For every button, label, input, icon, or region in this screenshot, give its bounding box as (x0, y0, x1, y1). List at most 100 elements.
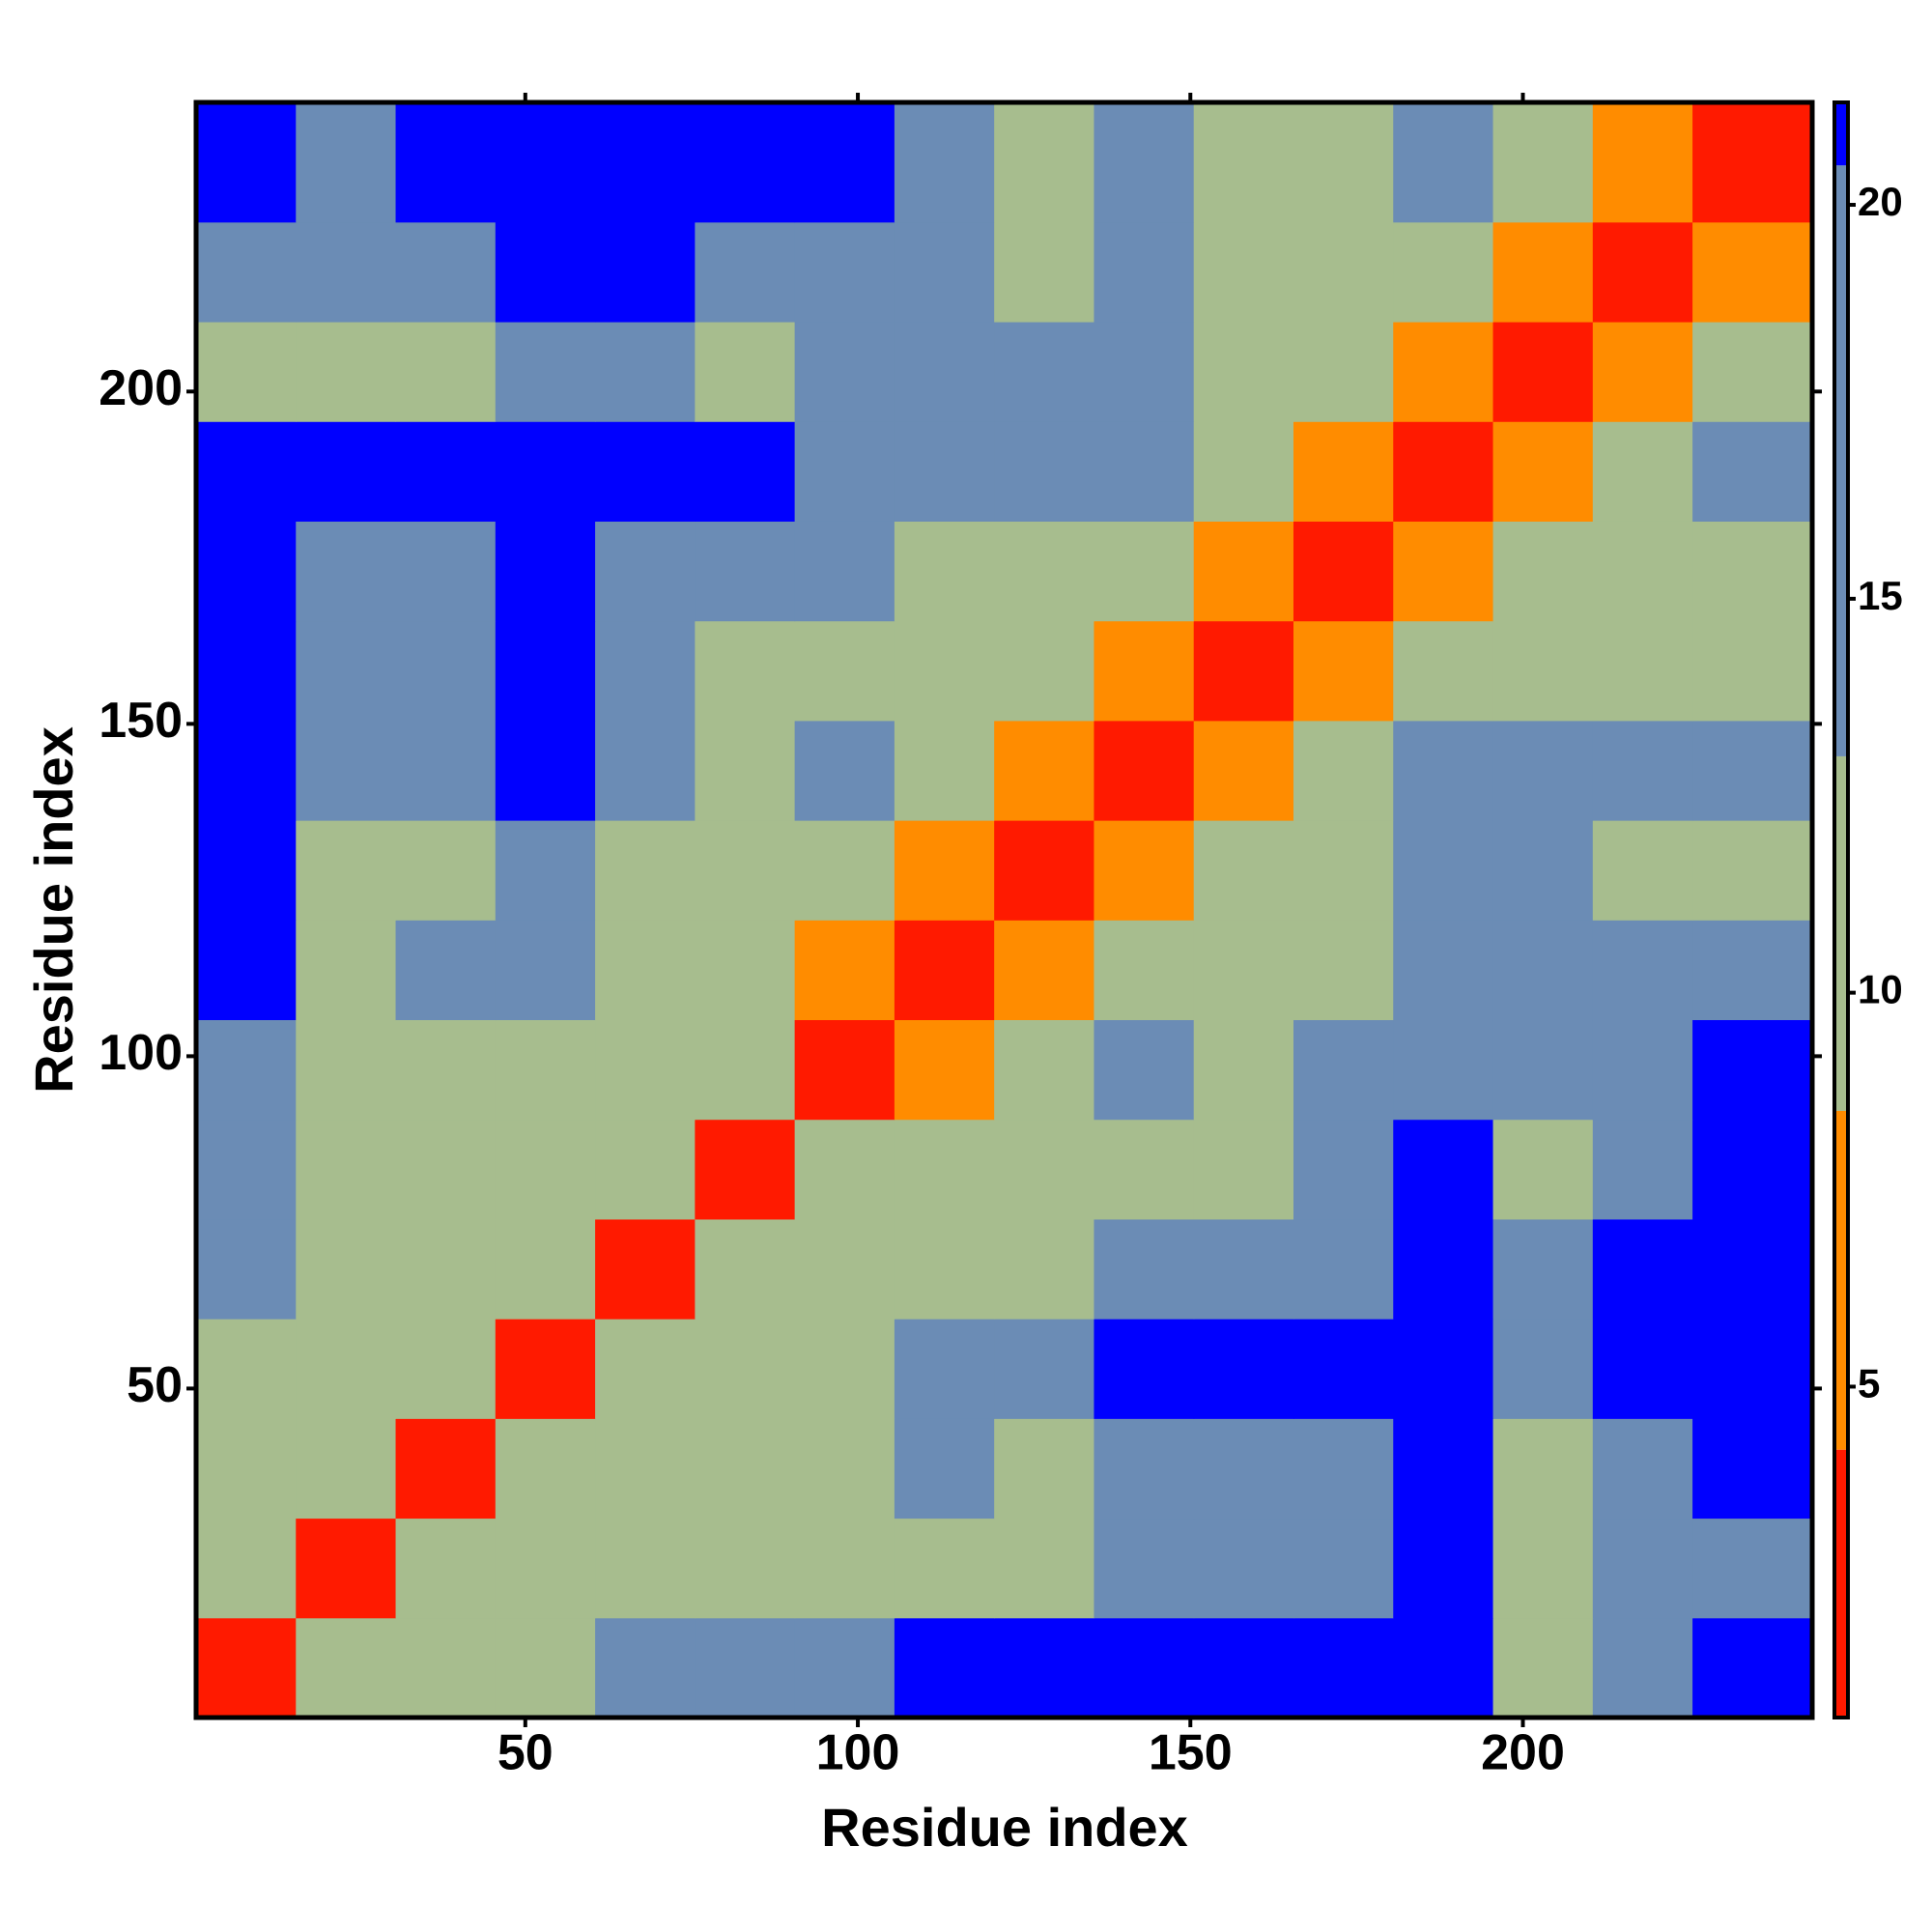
heatmap-cell (894, 421, 995, 522)
heatmap-cell (1293, 322, 1394, 422)
heatmap-cell (1094, 322, 1195, 422)
heatmap-cell (1592, 1418, 1693, 1520)
heatmap-cell (1293, 1119, 1394, 1220)
heatmap-cell (395, 322, 497, 422)
heatmap-cell (196, 102, 297, 223)
heatmap-cell (695, 1617, 796, 1719)
heatmap-cell (1592, 820, 1693, 921)
heatmap-cell (395, 920, 497, 1021)
x-tick-label: 200 (1481, 1725, 1565, 1781)
heatmap-cell (595, 1518, 696, 1619)
heatmap-cell (1692, 221, 1813, 323)
heatmap-cell (1393, 521, 1494, 622)
heatmap-cell (794, 322, 895, 422)
y-tick-label: 100 (99, 1025, 183, 1081)
heatmap-cell (1094, 221, 1195, 323)
heatmap-cell (1293, 221, 1394, 323)
heatmap-cell (1193, 521, 1294, 622)
heatmap-cell (495, 1319, 596, 1419)
heatmap-cell (695, 1518, 796, 1619)
heatmap-cell (1094, 1518, 1195, 1619)
heatmap-cell (695, 221, 796, 323)
heatmap-cell (595, 1019, 696, 1121)
heatmap-cell (1193, 1218, 1294, 1320)
y-tick-label: 150 (99, 693, 183, 749)
heatmap-cell (894, 521, 995, 622)
colorbar-segment (1834, 165, 1848, 756)
heatmap-cell (196, 521, 297, 622)
heatmap-cell (196, 820, 297, 921)
colorbar-segment (1834, 102, 1848, 166)
heatmap-cell (296, 1019, 397, 1121)
y-axis-label: Residue index (23, 726, 84, 1094)
heatmap-cell (296, 920, 397, 1021)
heatmap-cell (296, 1119, 397, 1220)
heatmap-cell (1492, 1019, 1594, 1121)
heatmap-cell (1393, 1319, 1494, 1419)
heatmap-cell (894, 1218, 995, 1320)
heatmap-cell (695, 322, 796, 422)
heatmap-cell (1692, 1617, 1813, 1719)
heatmap-cell (994, 1418, 1094, 1520)
heatmap-cell (1692, 421, 1813, 522)
heatmap-cell (296, 620, 397, 722)
heatmap-cell (395, 1019, 497, 1121)
heatmap-cell (395, 1319, 497, 1419)
colorbar-tick-label: 10 (1858, 967, 1903, 1012)
colorbar-tick-label: 15 (1858, 573, 1903, 618)
heatmap-cell (1293, 1418, 1394, 1520)
heatmap-cell (994, 1319, 1094, 1419)
colorbar-segment (1834, 755, 1848, 1111)
heatmap-cell (994, 1218, 1094, 1320)
heatmap-cell (1692, 1518, 1813, 1619)
heatmap-cell (495, 322, 596, 422)
heatmap-cell (894, 1617, 995, 1719)
heatmap-cell (395, 1218, 497, 1320)
heatmap-cell (994, 421, 1094, 522)
heatmap-cell (1592, 1617, 1693, 1719)
colorbar-segment (1834, 1449, 1848, 1718)
heatmap-cell (296, 102, 397, 223)
heatmap-cell (1692, 720, 1813, 821)
heatmap-cell (994, 920, 1094, 1021)
heatmap-cell (1492, 820, 1594, 921)
heatmap-cell (994, 620, 1094, 722)
heatmap-cell (1193, 221, 1294, 323)
heatmap-cell (794, 102, 895, 223)
heatmap-cell (1393, 1019, 1494, 1121)
heatmap-cell (595, 102, 696, 223)
heatmap-cell (395, 1617, 497, 1719)
heatmap-cell (1393, 322, 1494, 422)
heatmap-cell (1492, 720, 1594, 821)
heatmap-cell (1094, 1319, 1195, 1419)
heatmap-cell (1094, 920, 1195, 1021)
heatmap-cell (1293, 1518, 1394, 1619)
heatmap-cell (595, 920, 696, 1021)
heatmap-cell (1094, 521, 1195, 622)
heatmap-cell (296, 221, 397, 323)
heatmap-cell (794, 620, 895, 722)
heatmap-cell (695, 1019, 796, 1121)
heatmap-cell (1094, 1119, 1195, 1220)
heatmap-cell (1492, 1617, 1594, 1719)
heatmap-cell (1592, 322, 1693, 422)
heatmap-cell (1193, 102, 1294, 223)
heatmap-cell (196, 1218, 297, 1320)
heatmap-cell (1592, 720, 1693, 821)
heatmap-cell (894, 322, 995, 422)
heatmap-cell (1592, 620, 1693, 722)
heatmap-cell (994, 322, 1094, 422)
heatmap-cell (495, 1119, 596, 1220)
heatmap-cell (794, 1518, 895, 1619)
heatmap-cell (595, 322, 696, 422)
x-axis-label: Residue index (821, 1797, 1188, 1858)
heatmap-cell (1193, 1518, 1294, 1619)
heatmap-cell (1293, 1218, 1394, 1320)
heatmap-cell (1293, 1617, 1394, 1719)
heatmap-cell (395, 521, 497, 622)
heatmap-cell (1692, 620, 1813, 722)
heatmap-cell (994, 1518, 1094, 1619)
heatmap-cell (1492, 1119, 1594, 1220)
heatmap-cell (1193, 1119, 1294, 1220)
heatmap-cell (1193, 1019, 1294, 1121)
